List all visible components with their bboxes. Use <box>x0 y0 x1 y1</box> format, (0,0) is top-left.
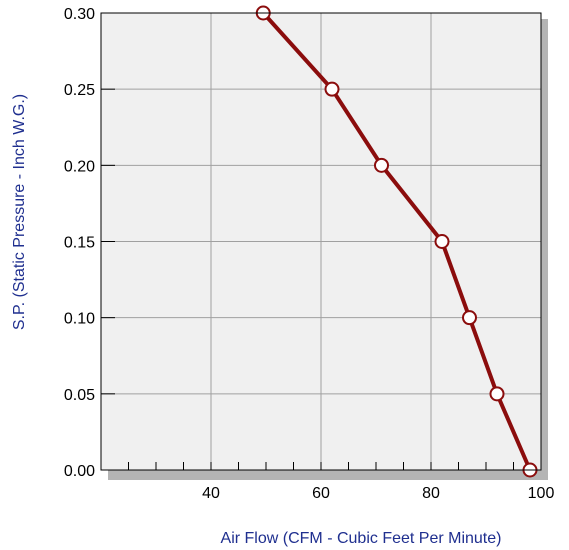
data-point <box>374 157 389 173</box>
y-tick-label: 0.05 <box>64 387 95 404</box>
x-axis-title: Air Flow (CFM - Cubic Feet Per Minute) <box>221 530 502 547</box>
x-axis-tick-labels: 40 60 80 100 <box>202 485 554 502</box>
x-tick-label: 40 <box>202 485 220 502</box>
data-point <box>489 386 505 402</box>
x-tick-label: 80 <box>422 485 440 502</box>
y-tick-label: 0.25 <box>64 82 95 99</box>
y-tick-label: 0.30 <box>64 6 95 23</box>
x-tick-label: 100 <box>528 485 555 502</box>
plot-frame <box>100 12 542 471</box>
y-tick-label: 0.00 <box>64 463 95 480</box>
y-axis-title: S.P. (Static Pressure - Inch W.G.) <box>11 94 28 330</box>
y-tick-label: 0.15 <box>64 235 95 252</box>
y-tick-label: 0.10 <box>64 311 95 328</box>
grid-lines <box>101 13 541 470</box>
y-tick-label: 0.20 <box>64 158 95 175</box>
x-minor-ticks <box>128 462 514 470</box>
data-point <box>434 234 450 249</box>
x-tick-label: 60 <box>312 485 330 502</box>
data-point <box>324 81 340 97</box>
y-axis-tick-labels: 0.00 0.05 0.10 0.15 0.20 0.25 0.30 <box>64 6 115 480</box>
data-point <box>462 310 477 326</box>
